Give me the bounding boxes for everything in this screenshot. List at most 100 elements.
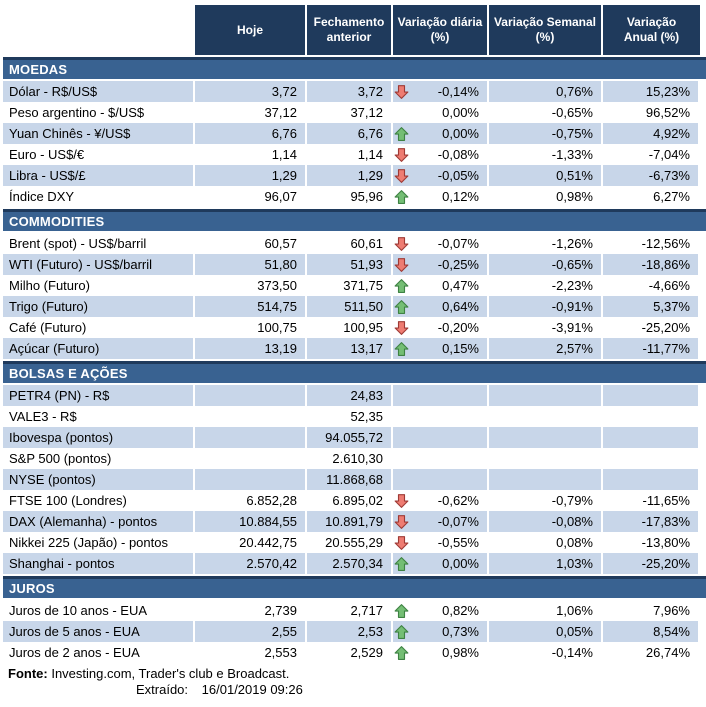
cell-variacao-anual: 5,37% (603, 296, 700, 317)
cell-variacao-diaria: -0,55% (393, 532, 489, 553)
variacao-diaria-value: 0,00% (442, 556, 479, 571)
extracted-line: Extraído: 16/01/2019 09:26 (3, 682, 706, 698)
row-label: Juros de 5 anos - EUA (3, 621, 195, 642)
cell-fechamento-anterior: 6,76 (307, 123, 393, 144)
cell-variacao-semanal: 0,08% (489, 532, 603, 553)
table-row: Nikkei 225 (Japão) - pontos 20.442,75 20.5… (3, 532, 706, 553)
arrow-down-icon (394, 236, 409, 251)
table-row: NYSE (pontos) 11.868,68 (3, 469, 706, 490)
cell-variacao-semanal: -1,26% (489, 233, 603, 254)
table-row: Café (Futuro) 100,75 100,95 -0,20% -3,91% -25… (3, 317, 706, 338)
cell-variacao-semanal: -0,91% (489, 296, 603, 317)
trend-arrow-slot (394, 387, 410, 404)
row-label: Yuan Chinês - ¥/US$ (3, 123, 195, 144)
table-row: Juros de 2 anos - EUA 2,553 2,529 0,98% -0,1… (3, 642, 706, 663)
table-row: Brent (spot) - US$/barril 60,57 60,61 -0,07… (3, 233, 706, 254)
table-row: VALE3 - R$ 52,35 (3, 406, 706, 427)
cell-variacao-diaria: 0,64% (393, 296, 489, 317)
column-header-variacao-diaria: Variação diária (%) (393, 5, 489, 55)
cell-variacao-semanal: -0,14% (489, 642, 603, 663)
trend-arrow-slot (394, 277, 410, 294)
cell-hoje: 100,75 (195, 317, 307, 338)
row-label: VALE3 - R$ (3, 406, 195, 427)
cell-hoje: 51,80 (195, 254, 307, 275)
variacao-diaria-value: 0,73% (442, 624, 479, 639)
cell-fechamento-anterior: 511,50 (307, 296, 393, 317)
cell-fechamento-anterior: 1,14 (307, 144, 393, 165)
cell-fechamento-anterior: 2,529 (307, 642, 393, 663)
cell-variacao-semanal: 0,98% (489, 186, 603, 207)
variacao-diaria-value: 0,00% (442, 126, 479, 141)
cell-hoje: 2,55 (195, 621, 307, 642)
variacao-diaria-value: 0,00% (442, 105, 479, 120)
trend-arrow-slot (394, 623, 410, 640)
column-header-hoje: Hoje (195, 5, 307, 55)
cell-fechamento-anterior: 3,72 (307, 81, 393, 102)
cell-hoje: 2,553 (195, 642, 307, 663)
row-label: Milho (Futuro) (3, 275, 195, 296)
table-row: DAX (Alemanha) - pontos 10.884,55 10.891,7… (3, 511, 706, 532)
cell-variacao-diaria: 0,98% (393, 642, 489, 663)
cell-variacao-semanal (489, 448, 603, 469)
section-title: COMMODITIES (9, 214, 105, 229)
row-label: Brent (spot) - US$/barril (3, 233, 195, 254)
variacao-diaria-value: -0,62% (437, 493, 479, 508)
row-label: Café (Futuro) (3, 317, 195, 338)
arrow-up-icon (394, 299, 409, 314)
section-title: MOEDAS (9, 62, 68, 77)
cell-variacao-anual: -13,80% (603, 532, 700, 553)
cell-variacao-anual: -18,86% (603, 254, 700, 275)
cell-variacao-anual: 26,74% (603, 642, 700, 663)
cell-variacao-anual: -17,83% (603, 511, 700, 532)
column-header-fechamento-anterior: Fechamento anterior (307, 5, 393, 55)
variacao-diaria-value: 0,82% (442, 603, 479, 618)
trend-arrow-slot (394, 471, 410, 488)
cell-variacao-diaria: 0,47% (393, 275, 489, 296)
cell-variacao-semanal: 0,05% (489, 621, 603, 642)
trend-arrow-slot (394, 256, 410, 273)
row-label: S&P 500 (pontos) (3, 448, 195, 469)
row-label: Ibovespa (pontos) (3, 427, 195, 448)
trend-arrow-slot (394, 450, 410, 467)
cell-variacao-anual (603, 385, 700, 406)
cell-variacao-diaria: 0,82% (393, 600, 489, 621)
variacao-diaria-value: 0,98% (442, 645, 479, 660)
section-title: JUROS (9, 581, 55, 596)
cell-fechamento-anterior: 24,83 (307, 385, 393, 406)
cell-variacao-diaria (393, 406, 489, 427)
cell-variacao-semanal (489, 469, 603, 490)
cell-variacao-diaria: -0,05% (393, 165, 489, 186)
arrow-up-icon (394, 603, 409, 618)
cell-variacao-semanal (489, 427, 603, 448)
row-label: Shanghai - pontos (3, 553, 195, 574)
cell-variacao-anual: -25,20% (603, 317, 700, 338)
cell-variacao-anual: -12,56% (603, 233, 700, 254)
column-header-variacao-anual: Variação Anual (%) (603, 5, 700, 55)
cell-variacao-anual: 15,23% (603, 81, 700, 102)
variacao-diaria-value: 0,47% (442, 278, 479, 293)
table-row: Ibovespa (pontos) 94.055,72 (3, 427, 706, 448)
row-label: Açúcar (Futuro) (3, 338, 195, 359)
cell-hoje (195, 427, 307, 448)
row-label: Dólar - R$/US$ (3, 81, 195, 102)
row-label: NYSE (pontos) (3, 469, 195, 490)
cell-variacao-anual (603, 406, 700, 427)
table-header: Hoje Fechamento anterior Variação diária… (3, 5, 706, 55)
cell-variacao-semanal: -0,65% (489, 102, 603, 123)
table-body: MOEDAS Dólar - R$/US$ 3,72 3,72 -0,14% 0,76% 1… (3, 57, 706, 663)
table-row: FTSE 100 (Londres) 6.852,28 6.895,02 -0,62%… (3, 490, 706, 511)
cell-variacao-semanal: -1,33% (489, 144, 603, 165)
cell-hoje: 10.884,55 (195, 511, 307, 532)
cell-hoje: 1,29 (195, 165, 307, 186)
trend-arrow-slot (394, 340, 410, 357)
cell-fechamento-anterior: 2.570,34 (307, 553, 393, 574)
cell-variacao-anual: 96,52% (603, 102, 700, 123)
trend-arrow-slot (394, 298, 410, 315)
trend-arrow-slot (394, 534, 410, 551)
table-row: Euro - US$/€ 1,14 1,14 -0,08% -1,33% -7,04% (3, 144, 706, 165)
cell-fechamento-anterior: 20.555,29 (307, 532, 393, 553)
trend-arrow-slot (394, 125, 410, 142)
cell-variacao-diaria (393, 469, 489, 490)
trend-arrow-slot (394, 83, 410, 100)
table-row: S&P 500 (pontos) 2.610,30 (3, 448, 706, 469)
